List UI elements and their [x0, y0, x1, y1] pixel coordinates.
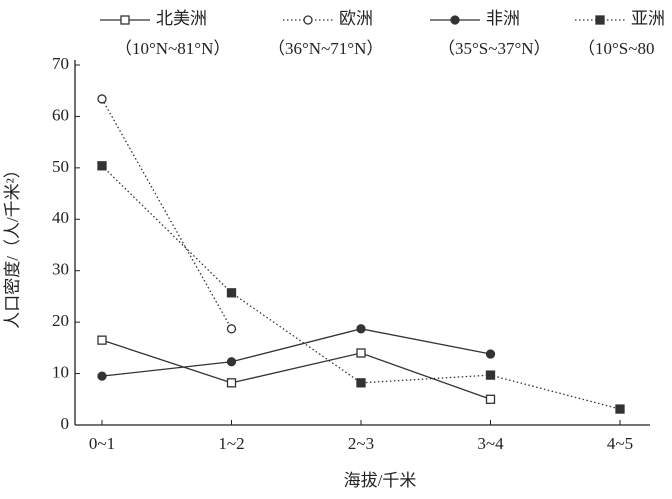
data-point	[97, 94, 107, 104]
y-tick-label: 10	[52, 362, 69, 381]
x-tick-label: 3~4	[477, 434, 504, 453]
y-tick-label: 30	[52, 260, 69, 279]
data-point	[226, 378, 237, 388]
legend-label: 非洲	[486, 9, 520, 28]
legend-marker	[595, 15, 605, 25]
legend-sublabel: （36°N~71°N）	[268, 39, 383, 58]
legend-sublabel: （10°S~80	[578, 39, 654, 58]
data-point	[226, 324, 237, 334]
data-point	[356, 348, 366, 358]
y-tick-label: 20	[52, 311, 69, 330]
data-point	[226, 288, 237, 298]
data-point	[615, 404, 625, 414]
legend-sublabel: （10°N~81°N）	[115, 39, 230, 58]
x-tick-label: 0~1	[89, 434, 115, 453]
data-point	[356, 324, 366, 334]
x-tick-label: 1~2	[218, 434, 244, 453]
y-tick-label: 40	[52, 208, 69, 227]
legend-marker	[450, 15, 460, 25]
series-line	[101, 98, 233, 330]
x-tick-label: 2~3	[348, 434, 374, 453]
legend-label: 欧洲	[339, 9, 373, 28]
data-point	[97, 335, 107, 345]
legend-marker	[120, 15, 130, 25]
series-line	[101, 339, 491, 400]
legend-marker	[303, 15, 313, 25]
data-point	[485, 394, 496, 404]
data-point	[97, 371, 107, 381]
data-point	[356, 378, 366, 388]
x-tick-label: 4~5	[607, 434, 633, 453]
data-point	[485, 370, 496, 380]
series-line	[101, 165, 621, 410]
y-tick-label: 50	[52, 157, 69, 176]
y-tick-label: 60	[52, 105, 69, 124]
series-line	[101, 328, 491, 377]
y-axis-label: 人口密度/（人/千米²）	[3, 161, 22, 329]
legend-sublabel: （35°S~37°N）	[438, 39, 551, 58]
x-axis-label: 海拔/千米	[344, 471, 417, 490]
data-point	[485, 349, 496, 359]
data-point	[226, 357, 237, 367]
y-tick-label: 0	[61, 414, 70, 433]
legend-label: 北美洲	[156, 9, 207, 28]
legend-label: 亚洲	[631, 9, 665, 28]
data-point	[97, 161, 107, 171]
y-tick-label: 70	[52, 54, 69, 73]
